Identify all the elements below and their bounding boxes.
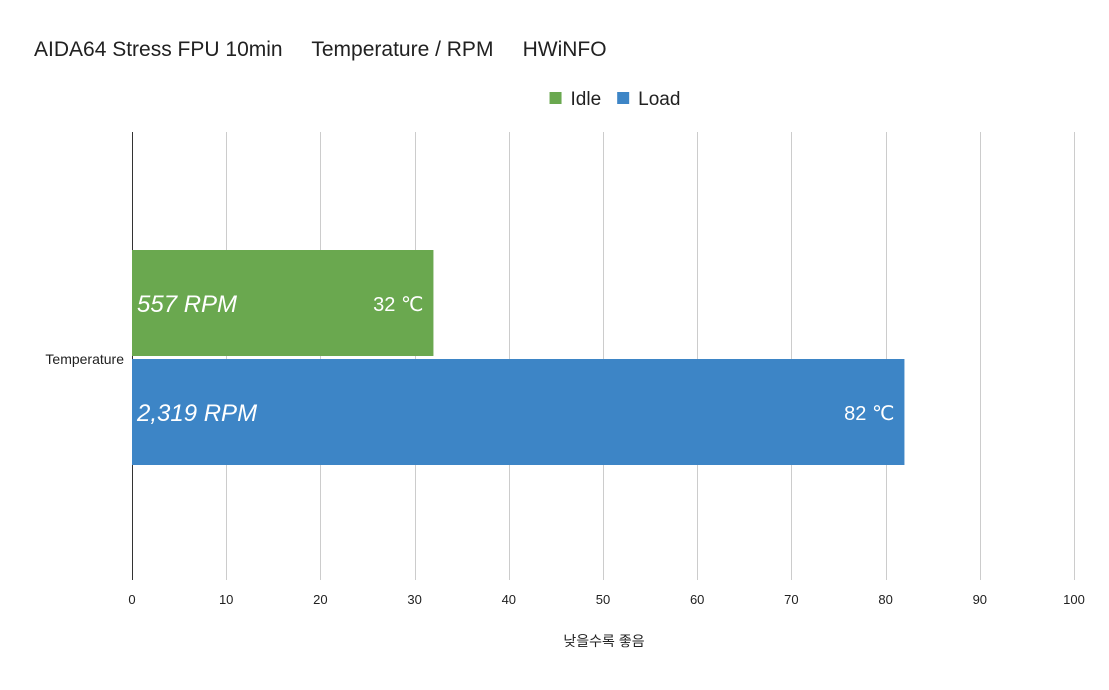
- grid: [132, 132, 1075, 580]
- legend-item-load[interactable]: Load: [617, 89, 680, 110]
- y-axis-categories: Temperature: [45, 351, 124, 367]
- bar-annotation: 557 RPM: [137, 291, 237, 318]
- legend-swatch: [549, 92, 562, 104]
- x-tick-label: 50: [596, 592, 610, 607]
- x-tick-label: 90: [973, 592, 987, 607]
- bar-idle: [132, 250, 434, 356]
- legend-label: Load: [638, 89, 680, 110]
- x-tick-label: 40: [502, 592, 516, 607]
- x-tick-label: 20: [313, 592, 327, 607]
- x-tick-label: 0: [128, 592, 135, 607]
- bar-group-load: 2,319 RPM 82 ℃: [132, 359, 905, 465]
- x-tick-label: 100: [1063, 592, 1085, 607]
- legend-label: Idle: [571, 89, 602, 110]
- y-category-label: Temperature: [45, 351, 124, 367]
- x-axis-title: 낮을수록 좋음: [563, 633, 644, 649]
- x-tick-label: 80: [878, 592, 892, 607]
- data-label: 32 ℃: [373, 294, 423, 316]
- chart-title: AIDA64 Stress FPU 10min Temperature / RP…: [34, 38, 607, 61]
- data-label: 82 ℃: [844, 403, 894, 425]
- x-tick-label: 10: [219, 592, 233, 607]
- x-tick-label: 60: [690, 592, 704, 607]
- legend-item-idle[interactable]: Idle: [549, 89, 602, 110]
- bar-load: [132, 359, 905, 465]
- bars: 557 RPM 32 ℃ 2,319 RPM 82 ℃: [132, 250, 905, 465]
- x-tick-label: 30: [407, 592, 421, 607]
- bar-annotation: 2,319 RPM: [136, 400, 257, 427]
- bar-group-idle: 557 RPM 32 ℃: [132, 250, 434, 356]
- legend-swatch: [617, 92, 630, 104]
- x-axis-ticks: 0 10 20 30 40 50 60 70 80 90 100: [128, 592, 1084, 607]
- legend: Idle Load: [549, 89, 680, 110]
- x-tick-label: 70: [784, 592, 798, 607]
